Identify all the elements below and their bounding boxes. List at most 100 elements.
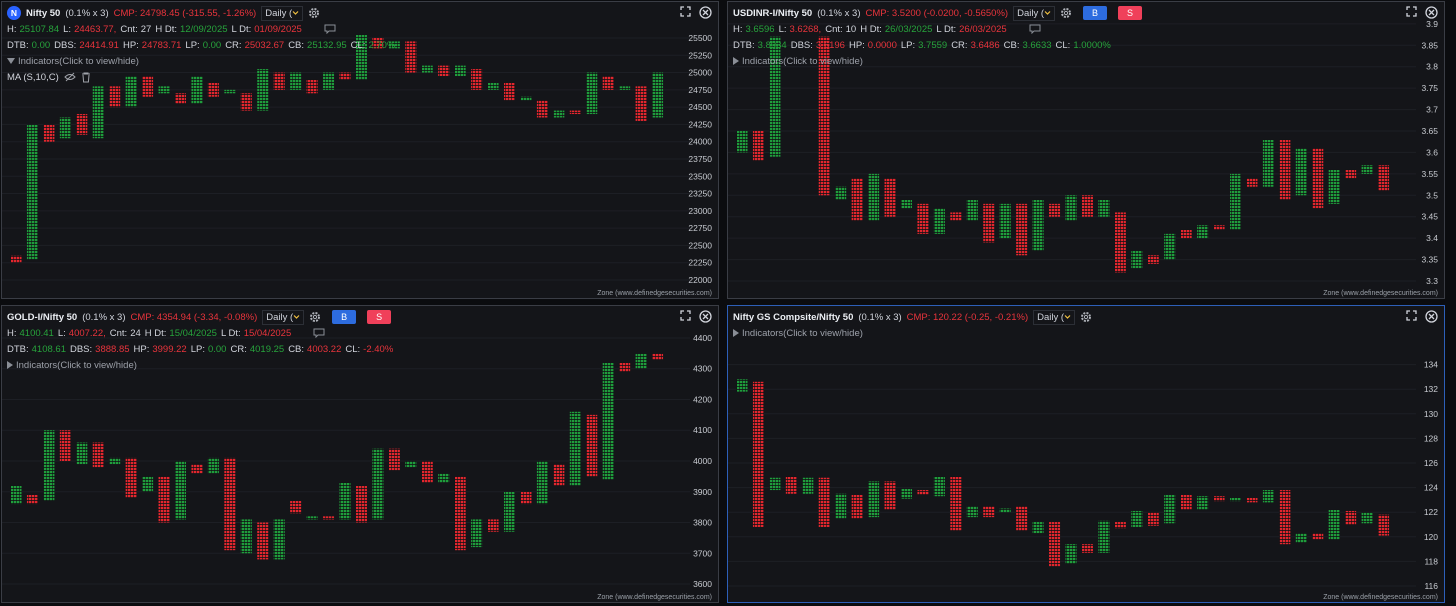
trade-button[interactable]: S: [1118, 6, 1142, 20]
close[interactable]: [1425, 310, 1438, 323]
close[interactable]: [699, 6, 712, 19]
pnf-column: [1147, 512, 1159, 526]
pnf-column: [438, 65, 450, 77]
trade-button[interactable]: B: [332, 310, 357, 324]
timeframe-select[interactable]: Daily (: [261, 5, 304, 21]
y-tick-label: 22500: [688, 240, 712, 250]
y-tick-label: 130: [1424, 409, 1438, 419]
icon-part: [699, 6, 712, 19]
toggle-arrow[interactable]: [7, 58, 15, 64]
settings[interactable]: [1080, 311, 1092, 323]
comment[interactable]: [324, 24, 336, 34]
pnf-column: [586, 72, 598, 115]
pnf-column: [536, 100, 548, 118]
icon-part: [680, 310, 691, 321]
stat-label: CL:: [1055, 39, 1071, 51]
stat-value: 4100.41: [19, 327, 54, 339]
indicators-toggle[interactable]: Indicators(Click to view/hide): [742, 327, 863, 339]
cmp: CMP: 3.5200 (-0.0200, -0.5650%): [865, 7, 1009, 19]
pnf-column: [736, 379, 748, 392]
stat-label: H Dt:: [155, 23, 177, 35]
icon-part: [324, 24, 336, 34]
indicators-toggle[interactable]: Indicators(Click to view/hide): [16, 359, 137, 371]
y-tick-label: 118: [1424, 556, 1438, 566]
footer: Zone (www.definedgesecurities.com): [1323, 594, 1438, 601]
expand[interactable]: [1406, 6, 1417, 19]
pnf-column: [1098, 520, 1110, 553]
settings[interactable]: [308, 7, 320, 19]
indicators-row: Indicators(Click to view/hide): [733, 53, 1404, 69]
y-tick-label: 3700: [693, 548, 712, 558]
pnf-column: [240, 519, 252, 554]
comment[interactable]: [1029, 24, 1041, 34]
pnf-column: [752, 131, 764, 161]
pnf-column: [835, 493, 847, 519]
indicators-toggle[interactable]: Indicators(Click to view/hide): [18, 55, 139, 67]
icon-part: [309, 8, 320, 18]
delete-study[interactable]: [81, 72, 91, 83]
icon-part: [1406, 6, 1417, 17]
stat-value: 3.8934: [757, 39, 787, 51]
timeframe-select[interactable]: Daily (: [1013, 5, 1055, 21]
pnf-column: [191, 464, 203, 474]
chart-header: N Nifty 50 (0.1% x 3) CMP: 24798.45 (-315.5…: [7, 5, 678, 85]
indicators-toggle[interactable]: Indicators(Click to view/hide): [742, 55, 863, 67]
pnf-column: [1312, 533, 1324, 540]
stat-label: CB:: [288, 39, 305, 51]
hide-study[interactable]: [64, 72, 76, 82]
icon-part: [1406, 310, 1417, 321]
toggle-arrow[interactable]: [7, 361, 13, 369]
close[interactable]: [699, 310, 712, 323]
pnf-column: [619, 362, 631, 372]
icon-part: [1044, 11, 1051, 15]
stat-label: LP:: [185, 39, 200, 51]
stat-value: 4019.25: [249, 343, 285, 355]
expand[interactable]: [1406, 310, 1417, 323]
icon-part: [1425, 6, 1438, 19]
pnf-column: [471, 519, 483, 548]
y-tick-label: 3800: [693, 518, 712, 528]
y-tick-label: 24500: [688, 102, 712, 112]
pnf-column: [1164, 494, 1176, 524]
pnf-column: [999, 508, 1011, 513]
settings[interactable]: [1060, 7, 1072, 19]
y-tick-label: 22750: [688, 223, 712, 233]
expand[interactable]: [680, 310, 691, 323]
trade-button[interactable]: S: [367, 310, 392, 324]
pnf-column: [536, 460, 548, 505]
y-tick-label: 4200: [693, 394, 712, 404]
pnf-column: [388, 448, 400, 471]
pnf-column: [1378, 514, 1390, 536]
pnf-column: [306, 79, 318, 94]
icon-part: [1425, 310, 1438, 323]
stat-label: L:: [778, 23, 787, 35]
indicators-row: Indicators(Click to view/hide): [7, 53, 678, 69]
y-tick-label: 122: [1424, 507, 1438, 517]
timeframe-select[interactable]: Daily (: [262, 309, 305, 325]
comment[interactable]: [313, 328, 325, 338]
expand[interactable]: [680, 6, 691, 19]
timeframe-select[interactable]: Daily (: [1033, 309, 1076, 325]
footer: Zone (www.definedgesecurities.com): [597, 594, 712, 601]
y-tick-label: 3.65: [1421, 126, 1438, 136]
toggle-arrow[interactable]: [733, 329, 739, 337]
stat-label: LP:: [900, 39, 916, 51]
close[interactable]: [1425, 6, 1438, 19]
toggle-arrow[interactable]: [733, 57, 739, 65]
pnf-column: [1065, 544, 1077, 564]
stat-value: 01/09/2025: [254, 23, 302, 35]
stat-value: 25132.95: [307, 39, 347, 51]
pnf-column: [290, 72, 302, 90]
settings[interactable]: [309, 311, 321, 323]
y-tick-label: 3.6: [1426, 147, 1438, 157]
stat-label: HP:: [122, 39, 139, 51]
icon-part: [1406, 6, 1417, 17]
header-row: N Nifty 50 (0.1% x 3) CMP: 24798.45 (-315.5…: [7, 5, 678, 21]
icon-part: [293, 315, 300, 319]
pnf-column: [487, 82, 499, 90]
pnf-column: [1032, 199, 1044, 251]
pnf-column: [339, 72, 351, 80]
pnf-column: [355, 34, 367, 80]
trade-button[interactable]: B: [1083, 6, 1107, 20]
icon-part: [680, 310, 691, 321]
